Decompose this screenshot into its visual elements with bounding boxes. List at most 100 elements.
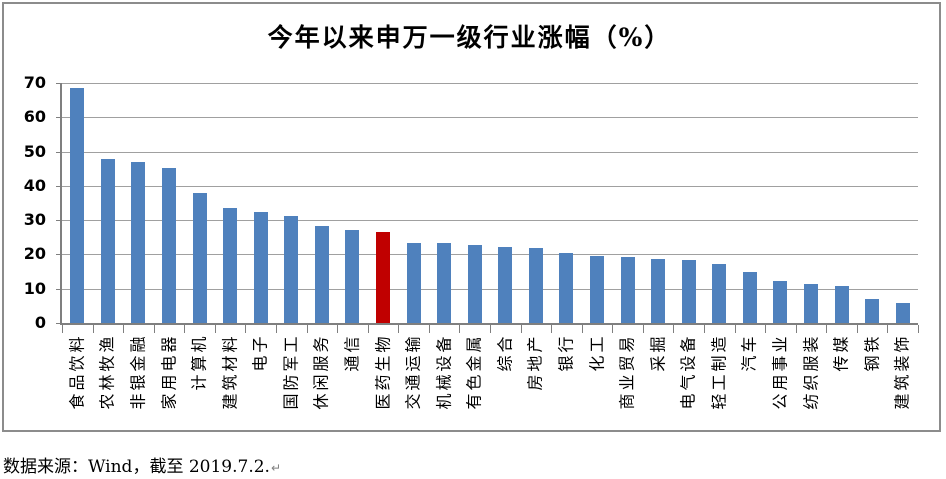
x-axis-tick — [551, 325, 553, 333]
bar — [681, 259, 696, 323]
x-axis-label: 房地产 — [525, 333, 545, 391]
x-axis-tick — [765, 325, 767, 333]
bar — [314, 225, 329, 323]
x-axis-tick — [214, 325, 216, 333]
bar — [345, 230, 360, 323]
x-axis-label: 钢铁 — [862, 333, 882, 372]
bar — [742, 272, 757, 323]
bar — [467, 244, 482, 323]
x-axis-tick — [887, 325, 889, 333]
y-axis-tick — [56, 83, 62, 84]
x-axis-label: 食品饮料 — [67, 333, 87, 410]
x-axis-tick — [856, 325, 858, 333]
y-axis-label: 70 — [23, 73, 46, 92]
x-axis-label: 机械设备 — [434, 333, 454, 410]
x-axis-line — [60, 323, 918, 325]
x-axis-tick — [337, 325, 339, 333]
gridline — [62, 288, 918, 290]
chart-panel — [2, 2, 941, 432]
x-axis-label: 汽车 — [739, 333, 759, 372]
bar — [284, 216, 299, 323]
x-axis-label: 纺织服装 — [801, 333, 820, 410]
y-axis-tick — [56, 288, 62, 290]
x-axis-label: 采掘 — [648, 333, 668, 372]
y-axis-label: 0 — [34, 313, 46, 332]
x-axis-tick — [581, 325, 583, 333]
y-axis-label: 20 — [23, 244, 46, 264]
bar — [192, 193, 207, 323]
x-axis-label: 建筑装饰 — [892, 333, 912, 410]
x-axis-label: 非银金融 — [128, 333, 148, 410]
x-axis-label: 有色金属 — [464, 333, 484, 410]
bar — [162, 168, 176, 323]
source-note: 数据来源：Wind，截至 2019.7.2.↵ — [3, 452, 281, 477]
source-note-text: 数据来源：Wind，截至 2019.7.2. — [3, 457, 270, 477]
bar — [406, 243, 421, 323]
y-axis-label: 40 — [23, 175, 46, 195]
x-axis-label: 银行 — [556, 333, 576, 372]
x-axis-label: 传媒 — [831, 333, 851, 372]
x-axis-tick — [673, 325, 675, 333]
y-axis-tick — [56, 117, 62, 119]
y-axis-tick — [56, 220, 62, 222]
gridline — [62, 254, 918, 256]
x-axis-tick — [520, 325, 522, 333]
x-axis-tick — [184, 325, 186, 333]
y-axis-label: 60 — [23, 107, 46, 127]
y-axis-label: 10 — [23, 278, 46, 298]
x-axis-label: 国防军工 — [281, 333, 301, 410]
x-axis-tick — [642, 325, 644, 333]
x-axis-tick — [826, 325, 828, 333]
y-axis-line — [60, 83, 62, 325]
bar — [223, 208, 238, 323]
x-axis-label: 综合 — [495, 333, 515, 372]
bar — [528, 247, 543, 323]
x-axis-tick — [153, 325, 155, 333]
gridline — [62, 151, 918, 153]
x-axis-tick — [490, 325, 491, 333]
paragraph-mark-icon: ↵ — [270, 461, 282, 475]
bar — [865, 299, 880, 323]
x-axis-tick — [92, 325, 94, 333]
x-axis-label: 休闲服务 — [311, 333, 331, 410]
bar — [70, 88, 85, 323]
bar — [773, 280, 788, 323]
x-axis-tick — [459, 325, 461, 333]
x-axis-label: 通信 — [342, 333, 362, 372]
x-axis-tick — [306, 325, 308, 333]
x-axis-tick — [276, 325, 277, 333]
bar — [804, 283, 818, 323]
bar — [712, 264, 727, 323]
bar — [651, 258, 666, 323]
y-axis-tick — [56, 254, 62, 256]
bar — [590, 255, 604, 323]
x-axis-tick — [62, 325, 63, 333]
x-axis-label: 家用电器 — [159, 333, 178, 410]
bar — [253, 211, 268, 323]
bar — [131, 161, 146, 323]
bar — [620, 256, 635, 323]
x-axis-label: 商业贸易 — [617, 333, 637, 410]
x-axis-tick — [918, 325, 919, 333]
gridline — [62, 83, 918, 84]
x-axis-tick — [123, 325, 125, 333]
x-axis-tick — [428, 325, 430, 333]
x-axis-label: 交通运输 — [403, 333, 423, 410]
y-axis-label: 30 — [23, 210, 46, 230]
bar — [100, 159, 115, 323]
y-axis-label: 50 — [23, 141, 46, 161]
x-axis-label: 农林牧渔 — [97, 333, 117, 410]
bar-highlighted — [376, 232, 390, 323]
x-axis-label: 医药生物 — [373, 333, 392, 410]
bar — [834, 285, 849, 323]
x-axis-label: 电气设备 — [678, 333, 698, 410]
y-axis-tick — [56, 323, 62, 324]
x-axis-tick — [612, 325, 614, 333]
x-axis-label: 化工 — [587, 333, 606, 372]
chart-title: 今年以来申万一级行业涨幅（%） — [267, 23, 672, 52]
x-axis-label: 公用事业 — [770, 333, 790, 410]
bar — [498, 247, 513, 323]
x-axis-tick — [734, 325, 736, 333]
x-axis-label: 计算机 — [189, 333, 209, 391]
